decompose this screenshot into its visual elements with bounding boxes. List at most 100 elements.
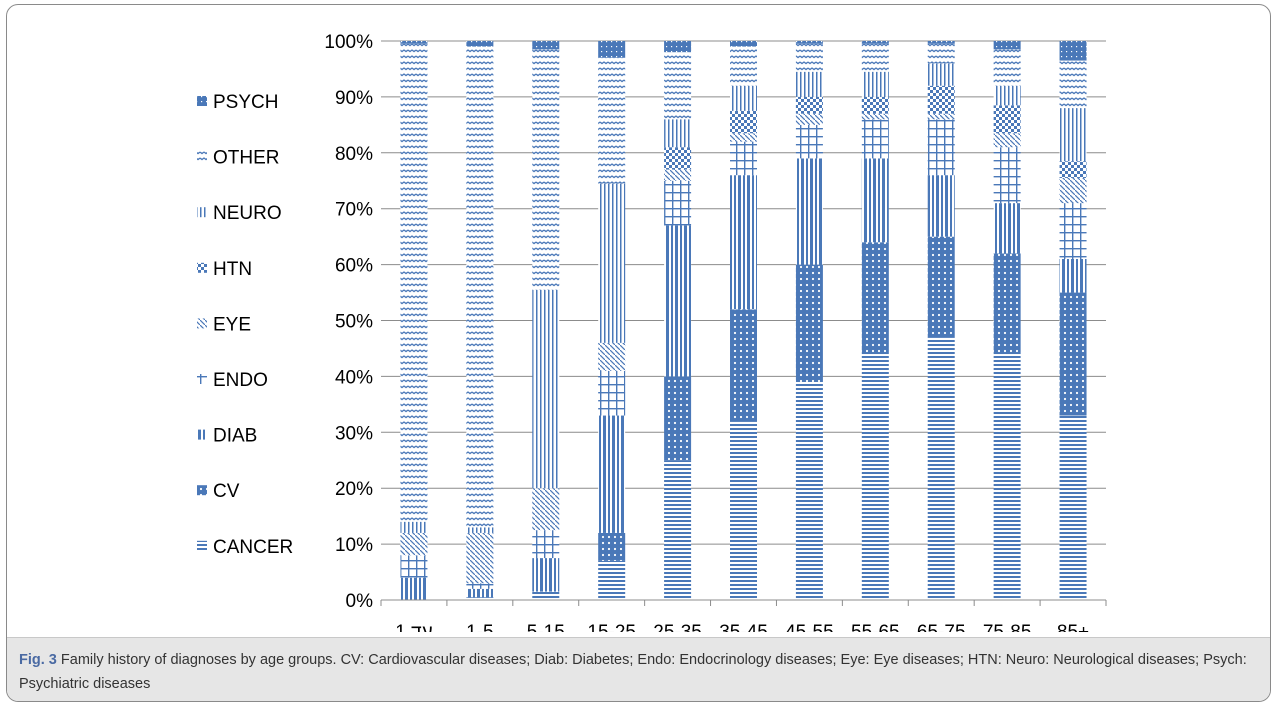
legend-swatch-neuro bbox=[197, 207, 207, 218]
legend-swatch-cancer bbox=[197, 540, 207, 551]
bar-segment-neuro bbox=[730, 85, 757, 111]
bar-segment-eye bbox=[730, 133, 757, 142]
y-tick-label: 80% bbox=[335, 144, 373, 165]
legend-swatch-cv bbox=[197, 485, 207, 496]
bar-segment-htn bbox=[861, 96, 889, 114]
legend-swatch-endo bbox=[197, 374, 207, 384]
y-tick-label: 0% bbox=[346, 591, 374, 612]
y-tick-label: 50% bbox=[335, 312, 373, 333]
bar-segment-eye bbox=[598, 342, 626, 371]
stacked-bar-chart: 0% 10% 20% 30% 40% 50% 60% 70% 80% 90% 100% עד 1 1-5… bbox=[197, 32, 1107, 632]
legend: PSYCH OTHER NEURO HTN EYE ENDO DIAB CV CANCER bbox=[197, 92, 293, 558]
bar-segment-endo bbox=[1059, 203, 1087, 260]
bar-segment-eye bbox=[795, 113, 823, 125]
bar-segment-neuro bbox=[598, 183, 626, 343]
legend-swatch-diab bbox=[197, 429, 207, 440]
bar-segment-psych bbox=[466, 41, 494, 47]
bar-segment-psych bbox=[795, 41, 823, 44]
legend-swatch-other bbox=[197, 151, 207, 162]
bar-segment-htn bbox=[664, 147, 692, 170]
bar-segment-htn bbox=[993, 105, 1021, 134]
bar-segment-diab bbox=[1059, 259, 1087, 293]
bar-segment-cancer bbox=[466, 597, 494, 600]
bar-segment-other bbox=[400, 43, 428, 522]
bar-segment-other bbox=[730, 46, 757, 86]
bar-segment-eye bbox=[400, 532, 428, 556]
bar-segment-psych bbox=[400, 41, 428, 44]
caption-text: Family history of diagnoses by age group… bbox=[19, 652, 1247, 692]
bar-segment-other bbox=[795, 43, 823, 72]
bar-segment-other bbox=[664, 52, 692, 120]
bar-segment-eye bbox=[993, 133, 1021, 148]
bar-segment-cancer bbox=[795, 381, 823, 600]
bar-segment-diab bbox=[532, 558, 560, 592]
y-tick-label: 20% bbox=[335, 479, 373, 500]
bars bbox=[400, 41, 1087, 600]
x-tick-label: 55-65 bbox=[851, 622, 900, 632]
bar-segment-psych bbox=[993, 41, 1021, 50]
legend-label-cancer: CANCER bbox=[213, 537, 293, 558]
bar-segment-diab bbox=[993, 203, 1021, 254]
bar-segment-cv bbox=[598, 532, 626, 561]
bar-segment-endo bbox=[664, 180, 692, 226]
bar-segment-neuro bbox=[532, 289, 560, 489]
bar-segment-other bbox=[861, 43, 889, 72]
bar-segment-diab bbox=[730, 175, 757, 310]
bar-segment-eye bbox=[861, 113, 889, 120]
bar-segment-neuro bbox=[400, 521, 428, 533]
bar-segment-other bbox=[1059, 60, 1087, 109]
bar-segment-cv bbox=[664, 376, 692, 461]
bar-segment-cv bbox=[795, 264, 823, 382]
bar-segment-endo bbox=[795, 124, 823, 159]
bar-segment-other bbox=[532, 49, 560, 290]
x-tick-label: 25-35 bbox=[653, 622, 702, 632]
legend-swatch-psych bbox=[197, 96, 207, 106]
bar-segment-diab bbox=[795, 158, 823, 265]
bar-segment-neuro bbox=[993, 85, 1021, 106]
y-tick-label: 10% bbox=[335, 535, 373, 556]
bar-segment-diab bbox=[927, 175, 955, 237]
axes: 0% 10% 20% 30% 40% 50% 60% 70% 80% 90% 100% עד 1 1-5… bbox=[324, 32, 1107, 632]
figure-caption: Fig. 3 Family history of diagnoses by ag… bbox=[19, 648, 1249, 696]
bar-segment-other bbox=[598, 57, 626, 184]
bar-segment-diab bbox=[598, 415, 626, 533]
bar-segment-cv bbox=[993, 253, 1021, 355]
bar-segment-eye bbox=[466, 532, 494, 584]
bar-segment-htn bbox=[927, 85, 955, 114]
legend-label-endo: ENDO bbox=[213, 370, 268, 391]
caption-band: Fig. 3 Family history of diagnoses by ag… bbox=[7, 637, 1270, 701]
y-tick-label: 100% bbox=[324, 32, 373, 53]
bar-segment-cv bbox=[1059, 292, 1087, 416]
bar-segment-psych bbox=[1059, 41, 1087, 61]
bar-segment-cv bbox=[730, 309, 757, 422]
x-tick-label: 45-55 bbox=[785, 622, 834, 632]
x-tick-label: 35-45 bbox=[719, 622, 768, 632]
bar-segment-cv bbox=[861, 242, 889, 355]
bar-segment-cancer bbox=[861, 354, 889, 600]
bar-segment-neuro bbox=[664, 119, 692, 148]
bar-segment-neuro bbox=[1059, 108, 1087, 162]
bar-segment-endo bbox=[532, 530, 560, 559]
legend-label-diab: DIAB bbox=[213, 426, 257, 447]
bar-segment-psych bbox=[532, 41, 560, 50]
legend-swatch-htn bbox=[197, 262, 207, 273]
legend-label-other: OTHER bbox=[213, 148, 280, 169]
bar-segment-eye bbox=[664, 169, 692, 181]
bar-segment-diab bbox=[400, 577, 428, 600]
bar-segment-neuro bbox=[795, 71, 823, 97]
legend-label-cv: CV bbox=[213, 481, 240, 502]
bar-segment-neuro bbox=[927, 63, 955, 86]
bar-segment-psych bbox=[664, 41, 692, 53]
x-tick-label: עד 1 bbox=[395, 622, 432, 632]
x-tick-label: 75-85 bbox=[983, 622, 1032, 632]
bar-segment-diab bbox=[466, 588, 494, 598]
bar-segment-psych bbox=[598, 41, 626, 58]
x-tick-label: 5-15 bbox=[527, 622, 565, 632]
y-tick-label: 60% bbox=[335, 256, 373, 277]
legend-label-htn: HTN bbox=[213, 259, 252, 280]
bar-segment-endo bbox=[993, 147, 1021, 204]
bar-segment-psych bbox=[861, 41, 889, 44]
bar-segment-neuro bbox=[861, 71, 889, 97]
bar-segment-eye bbox=[532, 488, 560, 531]
x-tick-label: 65-75 bbox=[917, 622, 966, 632]
